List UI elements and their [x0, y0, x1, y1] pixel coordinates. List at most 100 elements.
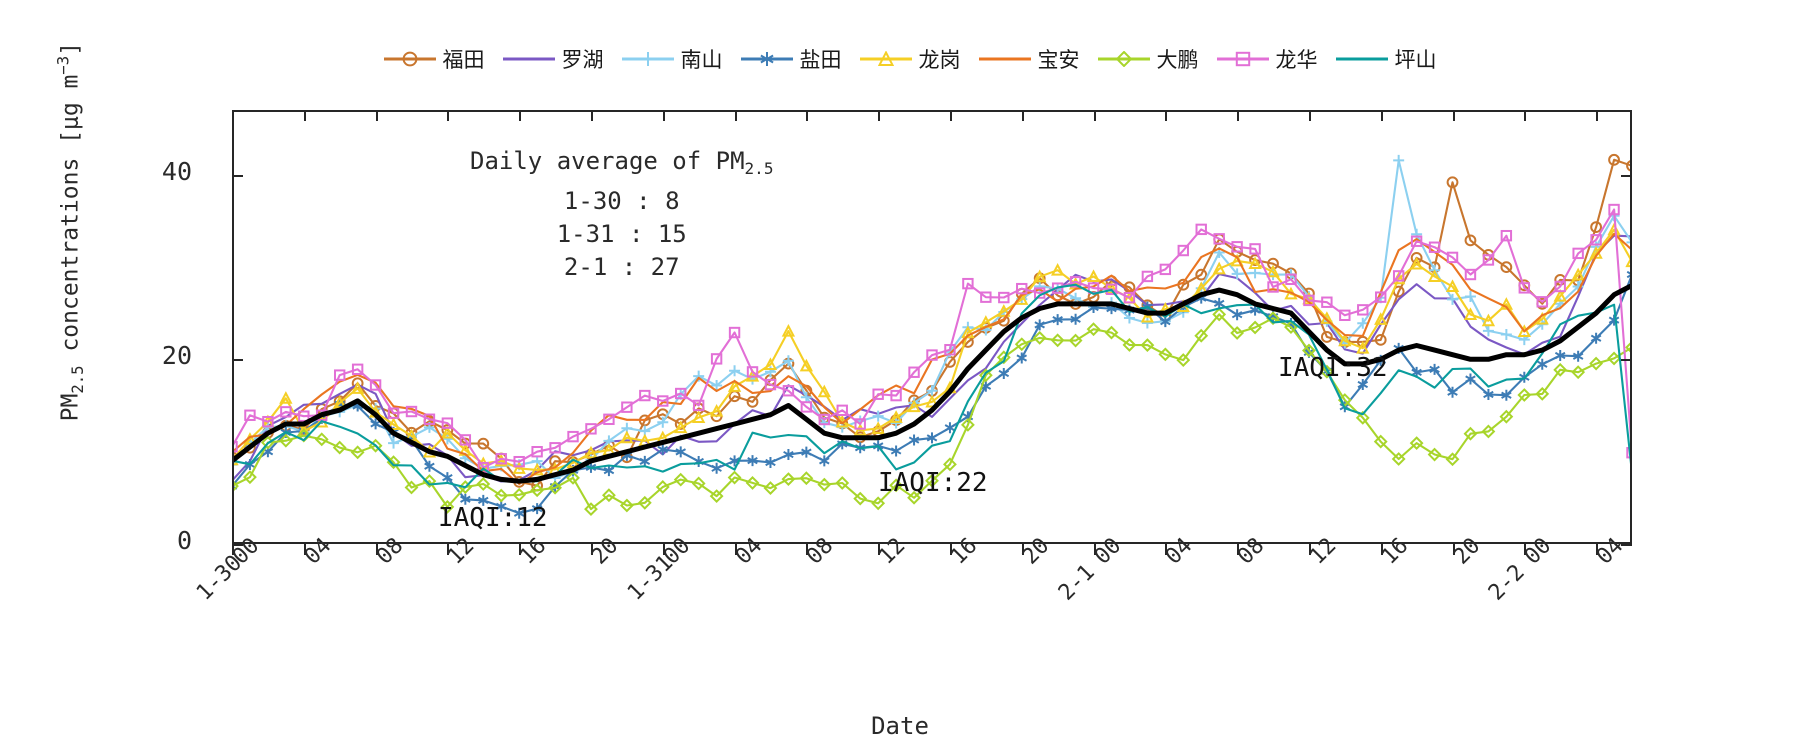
diamond-marker-icon: [566, 470, 580, 485]
x-tick-mark: [1524, 110, 1527, 121]
star-marker-icon: [1590, 332, 1602, 344]
diamond-marker-icon: [835, 476, 850, 490]
x-tick-mark: [662, 544, 665, 555]
square-marker-icon: [1159, 263, 1172, 276]
diamond-marker-icon: [458, 480, 473, 495]
triangle-marker-icon: [817, 384, 831, 398]
diamond-marker-icon: [691, 476, 706, 491]
triangle-marker-icon: [1445, 279, 1460, 292]
diamond-marker-icon: [1589, 356, 1604, 371]
diamond-marker-icon: [1050, 333, 1065, 348]
square-marker-icon: [1518, 282, 1531, 294]
diamond-marker-icon: [512, 487, 527, 502]
triangle-marker-icon: [1409, 256, 1424, 270]
triangle-marker-icon: [1356, 341, 1370, 354]
square-marker-icon: [818, 413, 831, 426]
legend-item[interactable]: 龙华: [1216, 44, 1318, 74]
diamond-marker-icon: [404, 480, 419, 495]
star-marker-icon: [1052, 314, 1063, 326]
legend-swatch: [621, 49, 674, 69]
square-marker-icon: [441, 417, 454, 429]
star-marker-icon: [908, 434, 920, 446]
legend-item[interactable]: 罗湖: [502, 44, 604, 74]
square-marker-icon: [657, 395, 669, 407]
diamond-marker-icon: [637, 495, 652, 510]
series-line: [232, 283, 1632, 484]
square-marker-icon: [1195, 223, 1207, 236]
diamond-marker-icon: [243, 470, 257, 485]
diamond-marker-icon: [1032, 330, 1047, 345]
star-marker-icon: [370, 418, 381, 430]
diamond-marker-icon: [1319, 364, 1334, 379]
star-marker-icon: [1465, 373, 1476, 385]
triangle-marker-icon: [1338, 333, 1352, 347]
square-marker-icon: [262, 415, 274, 428]
diamond-marker-icon: [350, 445, 365, 460]
triangle-marker-icon: [925, 394, 939, 408]
diamond-marker-icon: [1086, 322, 1101, 337]
star-marker-icon: [1357, 379, 1369, 391]
legend-item[interactable]: 盐田: [740, 44, 842, 74]
x-tick-mark: [949, 544, 952, 555]
legend-item[interactable]: 大鹏: [1097, 44, 1199, 74]
diamond-marker-icon: [494, 488, 509, 503]
triangle-marker-icon: [350, 381, 365, 394]
legend-line: [1097, 57, 1150, 61]
triangle-marker-icon: [709, 404, 724, 417]
y-tick-mark: [232, 359, 243, 362]
diamond-marker-icon: [745, 476, 760, 490]
square-marker-icon: [1375, 291, 1387, 303]
diamond-marker-icon: [1355, 410, 1370, 425]
diamond-marker-icon: [978, 368, 993, 383]
star-marker-icon: [1231, 309, 1243, 321]
x-tick-mark: [878, 544, 881, 555]
y-tick-mark: [232, 544, 243, 546]
x-tick-mark: [232, 544, 234, 555]
star-marker-icon: [926, 432, 938, 444]
circle-marker-icon: [1446, 176, 1459, 189]
legend-line: [1335, 57, 1388, 61]
series-line: [232, 208, 1632, 469]
diamond-marker-icon: [332, 440, 347, 455]
star-marker-icon: [1626, 269, 1632, 281]
triangle-marker-icon: [1050, 263, 1065, 276]
square-marker-icon: [962, 277, 974, 290]
legend-label: 坪山: [1394, 48, 1437, 72]
square-marker-icon: [1339, 309, 1351, 321]
diamond-marker-icon: [889, 478, 904, 493]
legend-item[interactable]: 福田: [383, 44, 485, 74]
diamond-marker-icon: [314, 432, 329, 447]
x-tick-mark: [806, 110, 809, 121]
diamond-marker-icon: [619, 498, 634, 513]
square-marker-icon: [890, 389, 902, 402]
square-marker-icon: [387, 407, 400, 419]
x-tick-mark: [1524, 544, 1527, 555]
diamond-marker-icon: [1607, 351, 1621, 366]
plus-marker-icon: [890, 417, 902, 429]
legend-item[interactable]: 宝安: [978, 44, 1080, 74]
x-tick-mark: [1596, 110, 1599, 121]
square-marker-icon: [1235, 51, 1250, 67]
diamond-marker-icon: [1535, 386, 1550, 401]
plus-marker-icon: [711, 380, 723, 392]
square-marker-icon: [692, 399, 705, 412]
diamond-marker-icon: [1481, 424, 1496, 439]
diamond-marker-icon: [1409, 436, 1424, 451]
plus-marker-icon: [800, 391, 812, 403]
square-marker-icon: [244, 409, 256, 421]
square-marker-icon: [1536, 296, 1548, 308]
triangle-marker-icon: [781, 323, 796, 337]
diamond-marker-icon: [673, 472, 688, 487]
x-tick-mark: [1452, 110, 1455, 121]
legend-item[interactable]: 坪山: [1335, 44, 1437, 74]
y-axis-label-text: PM2.5 concentrations [μg m−3]: [53, 41, 87, 422]
legend-item[interactable]: 龙岗: [859, 44, 961, 74]
x-tick-mark: [1021, 544, 1024, 555]
legend-item[interactable]: 南山: [621, 44, 723, 74]
diamond-marker-icon: [232, 479, 239, 494]
square-marker-icon: [1123, 291, 1136, 304]
square-marker-icon: [980, 291, 992, 303]
diamond-marker-icon: [1284, 320, 1298, 335]
diamond-marker-icon: [440, 499, 455, 514]
star-marker-icon: [819, 455, 830, 467]
